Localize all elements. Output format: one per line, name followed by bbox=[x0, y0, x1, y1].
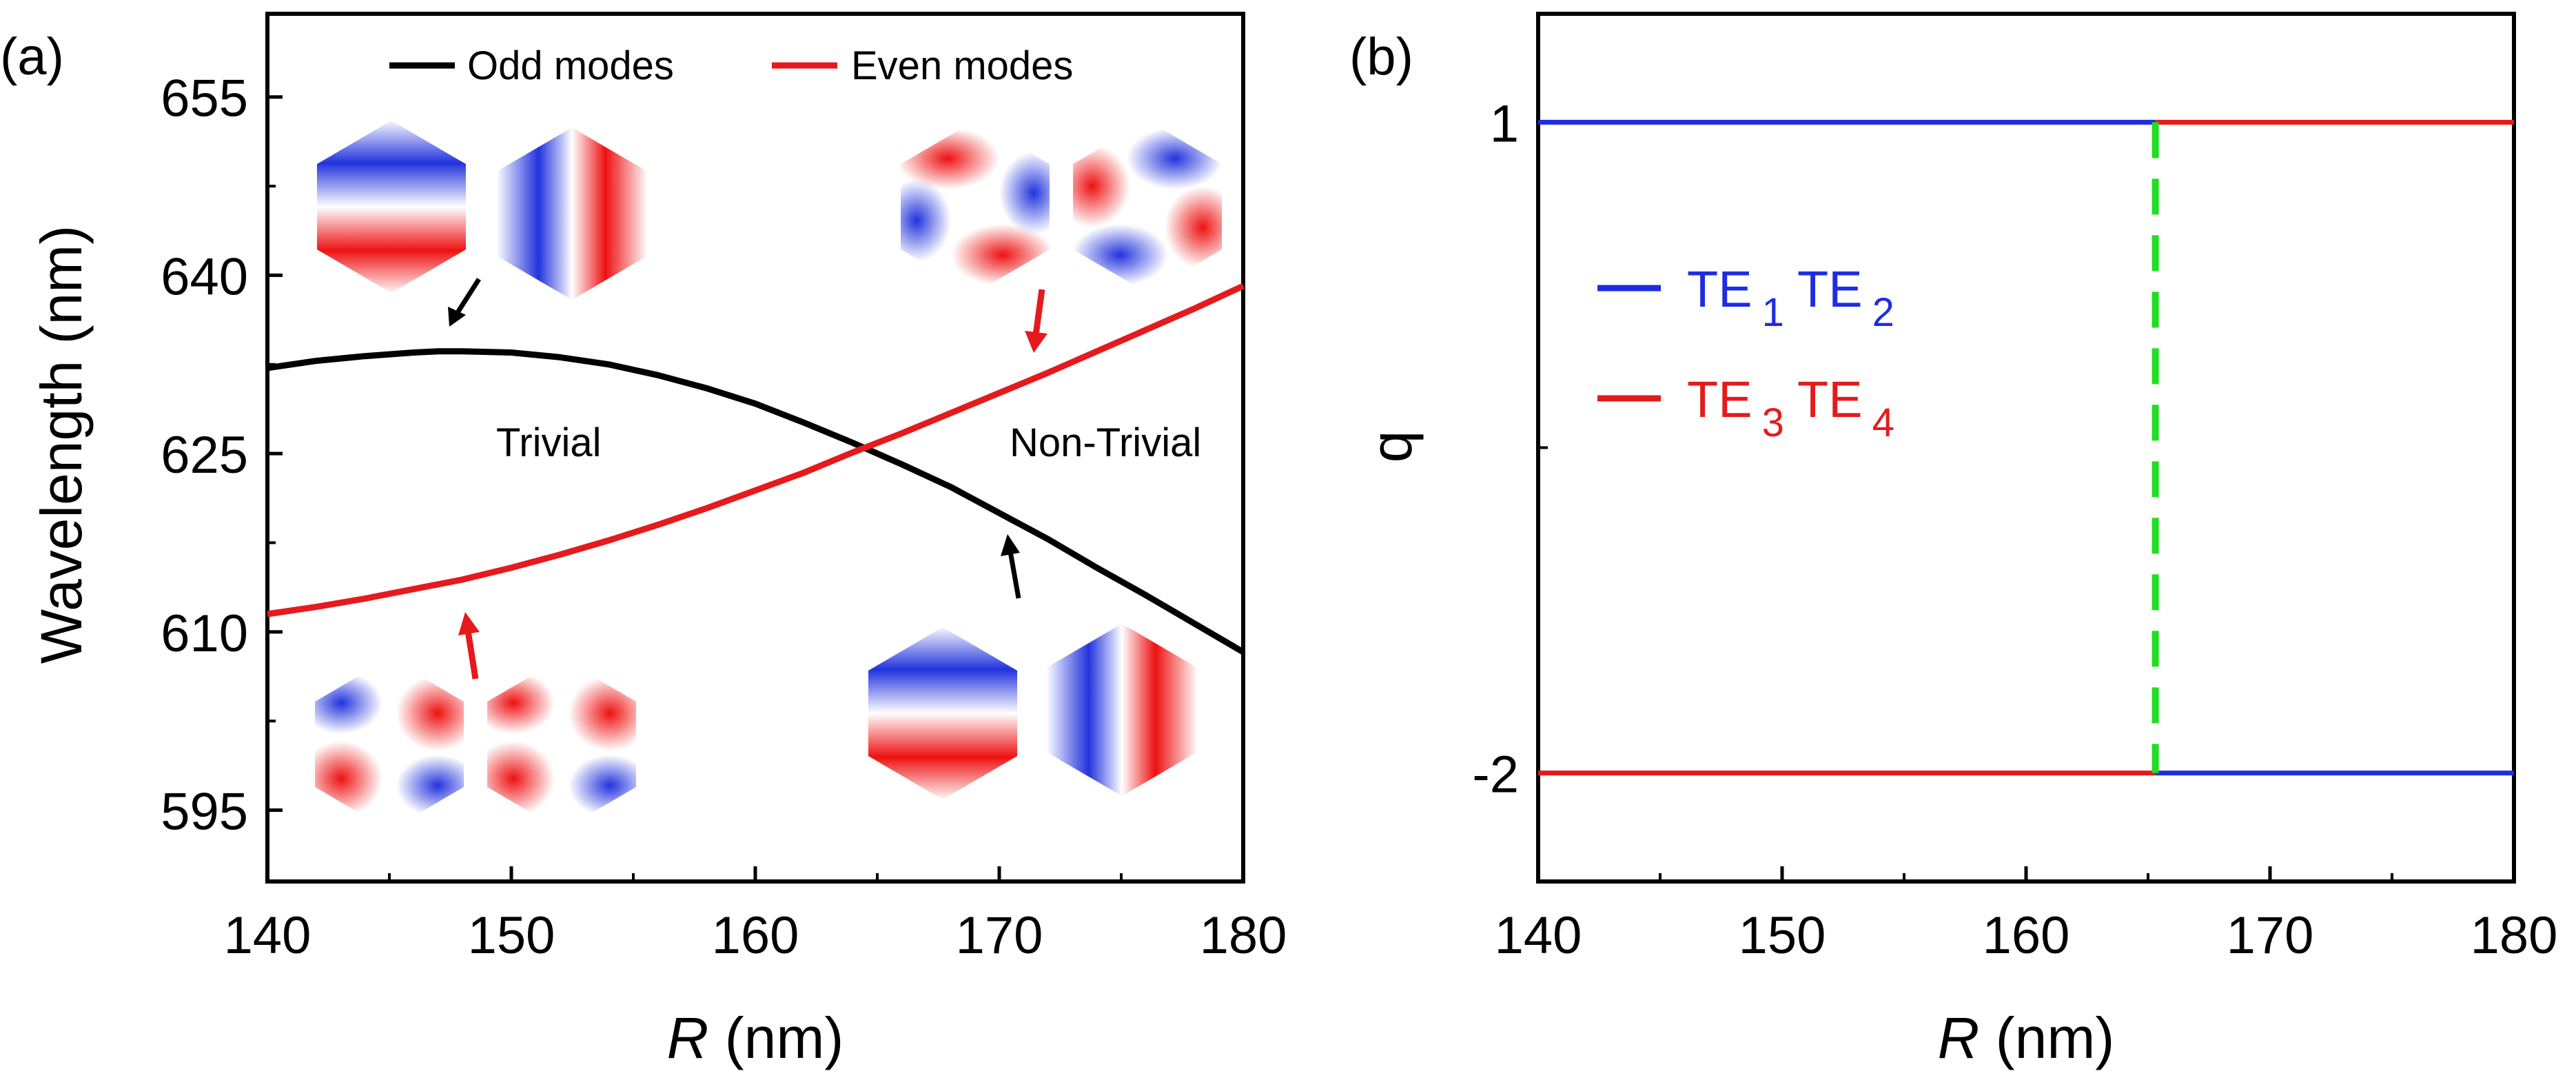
panel-a-xlabel: R (nm) bbox=[667, 1006, 844, 1070]
panel-b-frame bbox=[1536, 12, 2516, 884]
b-xtick-label: 140 bbox=[1495, 906, 1582, 965]
b-xtick-label: 170 bbox=[2227, 906, 2314, 965]
mode-inset-even-bottom-left bbox=[315, 658, 464, 830]
panel-a-label: (a) bbox=[0, 28, 64, 86]
annotation-trivial: Trivial bbox=[496, 420, 602, 465]
a-xtick-label: 160 bbox=[712, 906, 799, 965]
mode-inset-even-top-right bbox=[1073, 121, 1222, 293]
panel-b-ticks: 140 150 160 170 180 -2 1 bbox=[1472, 94, 2557, 965]
legend-te12-label: TE 1 TE 2 bbox=[1687, 261, 1894, 335]
b-ytick-label: 1 bbox=[1490, 94, 1519, 153]
a-xtick-label: 140 bbox=[224, 906, 311, 965]
mode-inset-even-top-left bbox=[901, 121, 1050, 293]
panel-b-xlabel: R (nm) bbox=[1938, 1006, 2115, 1070]
b-ytick-label: -2 bbox=[1472, 746, 1519, 804]
a-xtick-label: 170 bbox=[956, 906, 1043, 965]
arrow-even-bottom bbox=[458, 612, 480, 680]
arrow-odd-top bbox=[448, 278, 481, 327]
legend-even-label: Even modes bbox=[851, 43, 1073, 88]
panel-a: (a) 140 150 160 170 180 595 610 625 640 655 Odd m… bbox=[0, 12, 1287, 1070]
b-xtick-label: 180 bbox=[2471, 906, 2558, 965]
panel-b-series bbox=[1538, 119, 2514, 776]
panel-a-legend: Odd modes Even modes bbox=[389, 43, 1073, 88]
annotation-non-trivial: Non-Trivial bbox=[1010, 420, 1201, 465]
a-ytick-label: 655 bbox=[161, 70, 248, 128]
a-ytick-label: 625 bbox=[161, 426, 248, 484]
series-even-modes-line bbox=[267, 283, 1245, 618]
legend-te34-label: TE 3 TE 4 bbox=[1687, 371, 1894, 445]
panel-a-ticks: 140 150 160 170 180 595 610 625 640 655 bbox=[161, 70, 1287, 965]
a-ytick-label: 610 bbox=[161, 604, 248, 663]
panel-b-legend: TE 1 TE 2 TE 3 TE 4 bbox=[1597, 261, 1894, 445]
panel-a-ylabel: Wavelength (nm) bbox=[29, 225, 94, 664]
a-ytick-label: 640 bbox=[161, 247, 248, 306]
mode-inset-even-bottom-right bbox=[487, 658, 636, 830]
a-xtick-label: 180 bbox=[1200, 906, 1287, 965]
panel-b-label: (b) bbox=[1349, 28, 1413, 86]
panel-a-series bbox=[267, 283, 1245, 655]
mode-inset-odd-bottom-left bbox=[868, 627, 1017, 799]
b-xtick-label: 150 bbox=[1739, 906, 1826, 965]
mode-inset-odd-bottom-right bbox=[1047, 624, 1196, 796]
b-xtick-label: 160 bbox=[1983, 906, 2070, 965]
a-xtick-label: 150 bbox=[468, 906, 555, 965]
arrow-even-top bbox=[1025, 289, 1047, 353]
arrow-odd-bottom bbox=[1001, 534, 1021, 599]
mode-inset-odd-top-left bbox=[317, 121, 466, 293]
panel-b: (b) 140 150 160 170 180 -2 1 TE 1 TE 2 TE 3 TE 4 R… bbox=[1349, 12, 2557, 1070]
panel-b-ylabel: q bbox=[1359, 431, 1424, 463]
a-ytick-label: 595 bbox=[161, 783, 248, 842]
mode-inset-odd-top-right bbox=[498, 127, 646, 300]
legend-odd-label: Odd modes bbox=[467, 43, 674, 88]
series-odd-modes-line bbox=[267, 348, 1245, 655]
